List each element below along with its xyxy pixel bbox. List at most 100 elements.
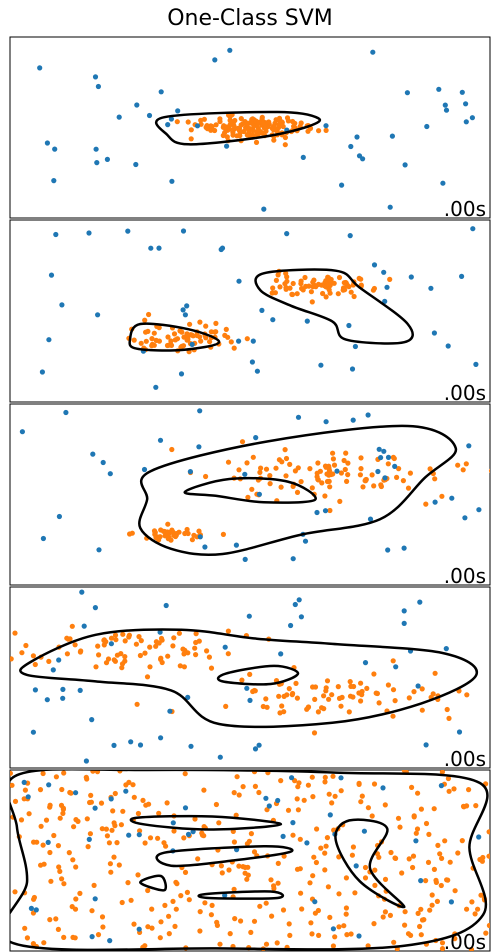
inlier-point — [447, 859, 453, 865]
inlier-point — [64, 635, 70, 641]
inlier-point — [324, 478, 331, 485]
outlier-point — [242, 556, 248, 563]
inlier-point — [149, 343, 155, 349]
inlier-point — [432, 670, 438, 676]
inlier-point — [439, 946, 446, 951]
inlier-point — [405, 485, 412, 491]
outlier-point — [37, 65, 43, 71]
inlier-point — [51, 832, 57, 839]
outlier-point — [278, 651, 284, 657]
outlier-point — [290, 820, 296, 826]
inlier-point — [415, 910, 421, 917]
inlier-point — [336, 924, 342, 930]
inlier-point — [218, 863, 224, 869]
inlier-point — [223, 703, 229, 710]
outlier-point — [352, 343, 358, 350]
inlier-point — [169, 446, 175, 453]
inlier-point — [297, 836, 303, 842]
inlier-point — [342, 466, 348, 473]
inlier-point — [238, 918, 244, 924]
outlier-point — [362, 660, 369, 666]
inlier-point — [181, 651, 187, 657]
inlier-point — [419, 686, 425, 692]
inlier-point — [298, 890, 304, 896]
inlier-point — [382, 876, 389, 883]
outlier-point — [432, 499, 438, 505]
inlier-point — [233, 812, 239, 818]
inlier-point — [371, 671, 377, 677]
inlier-point — [301, 797, 307, 803]
outlier-point — [59, 302, 65, 308]
inlier-point — [176, 630, 182, 636]
outlier-point — [417, 599, 423, 605]
inlier-point — [278, 778, 284, 784]
outlier-point — [157, 437, 164, 443]
inlier-point — [87, 831, 93, 837]
outlier-point — [304, 318, 310, 324]
inlier-point — [418, 806, 424, 812]
outlier-point — [349, 366, 356, 372]
inlier-point — [282, 281, 288, 287]
outlier-point — [194, 123, 201, 129]
outlier-point — [60, 695, 66, 701]
inlier-point — [213, 122, 219, 128]
inlier-point — [209, 123, 215, 130]
inlier-point — [170, 529, 176, 535]
inlier-point — [438, 882, 444, 889]
inlier-point — [372, 867, 378, 873]
inlier-point — [158, 656, 164, 663]
inlier-point — [184, 889, 190, 896]
inlier-point — [93, 664, 99, 670]
outlier-point — [77, 687, 83, 694]
inlier-point — [10, 782, 15, 788]
inlier-point — [299, 906, 305, 912]
inlier-point — [122, 654, 128, 660]
inlier-point — [257, 903, 263, 909]
inlier-point — [111, 820, 117, 826]
inlier-point — [423, 501, 429, 507]
inlier-point — [322, 867, 328, 873]
inlier-point — [225, 628, 231, 634]
inlier-point — [307, 466, 313, 472]
inlier-point — [201, 787, 207, 793]
outlier-point — [39, 369, 46, 375]
inlier-point — [483, 930, 489, 936]
inlier-point — [486, 829, 490, 835]
outlier-point — [182, 805, 189, 811]
inlier-point — [451, 786, 457, 792]
outlier-point — [288, 622, 294, 629]
inlier-point — [171, 635, 177, 641]
inlier-point — [271, 883, 277, 889]
inlier-point — [26, 811, 32, 817]
inlier-point — [128, 897, 134, 903]
inlier-point — [309, 485, 315, 491]
outlier-point — [51, 178, 57, 184]
outlier-point — [28, 905, 34, 912]
inlier-point — [251, 918, 258, 924]
outlier-point — [25, 794, 31, 800]
outlier-point — [185, 831, 192, 838]
inlier-point — [195, 856, 201, 862]
inlier-point — [46, 658, 52, 665]
inlier-point — [90, 770, 96, 774]
inlier-point — [37, 787, 44, 793]
inlier-point — [410, 853, 417, 859]
outlier-point — [389, 133, 395, 139]
inlier-point — [111, 657, 117, 663]
inlier-point — [55, 843, 62, 849]
inlier-point — [273, 465, 279, 471]
inlier-point — [143, 338, 149, 344]
outlier-point — [462, 515, 468, 521]
inlier-point — [264, 807, 270, 813]
inlier-point — [294, 489, 301, 495]
inlier-point — [287, 285, 293, 291]
inlier-point — [64, 651, 70, 657]
inlier-point — [330, 943, 336, 949]
decision-boundary — [138, 424, 457, 557]
inlier-point — [437, 851, 443, 857]
outlier-point — [126, 832, 132, 838]
inlier-point — [313, 859, 319, 866]
inlier-point — [455, 462, 461, 468]
outlier-point — [296, 597, 302, 603]
